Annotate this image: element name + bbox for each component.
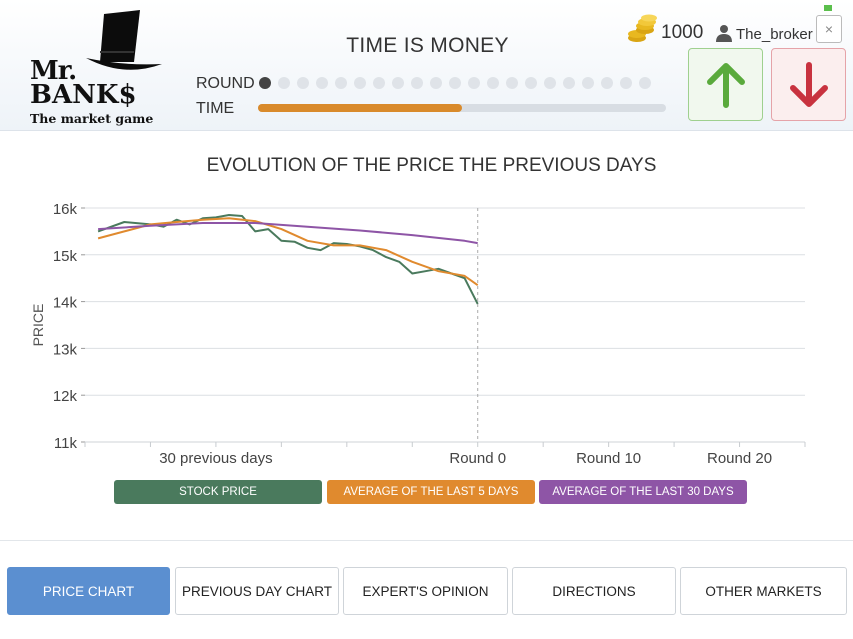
legend-average-30-days[interactable]: AVERAGE OF THE LAST 30 DAYS (539, 480, 747, 504)
y-tick-label: 11k (54, 435, 78, 452)
y-tick-label: 16k (53, 201, 78, 218)
round-dot (582, 77, 594, 89)
y-tick-label: 12k (53, 388, 78, 405)
chart-title: EVOLUTION OF THE PRICE THE PREVIOUS DAYS (206, 155, 657, 176)
tab-experts-opinion[interactable]: EXPERT'S OPINION (343, 567, 508, 615)
round-dot (639, 77, 651, 89)
round-dot (620, 77, 632, 89)
y-tick-label: 14k (53, 295, 78, 312)
y-tick-label: 15k (53, 248, 78, 265)
series-line-1 (97, 214, 479, 305)
top-hat-icon (86, 10, 162, 70)
round-dot (563, 77, 575, 89)
round-dot (297, 77, 309, 89)
tab-previous-day-chart[interactable]: PREVIOUS DAY CHART (175, 567, 339, 615)
round-dot (525, 77, 537, 89)
coin-balance: 1000 (661, 22, 704, 43)
round-progress-dots (259, 77, 658, 89)
x-tick-label: 30 previous days (159, 450, 272, 467)
round-dot (601, 77, 613, 89)
round-dot (316, 77, 328, 89)
buy-up-button[interactable] (688, 48, 763, 121)
price-chart: 16k 15k 14k 13k 12k 11k 30 previous days Round … (30, 201, 806, 467)
round-dot (259, 77, 271, 89)
round-dot (373, 77, 385, 89)
user-icon (716, 25, 732, 42)
tab-directions[interactable]: DIRECTIONS (512, 567, 676, 615)
username: The_broker (736, 26, 813, 43)
logo-line-1: Mr. (30, 56, 77, 86)
legend-stock-price[interactable]: STOCK PRICE (114, 480, 322, 504)
round-dot (506, 77, 518, 89)
tab-price-chart[interactable]: PRICE CHART (7, 567, 170, 615)
arrow-down-icon (789, 61, 828, 107)
round-dot (411, 77, 423, 89)
legend-average-5-days[interactable]: AVERAGE OF THE LAST 5 DAYS (327, 480, 535, 504)
round-dot (354, 77, 366, 89)
y-tick-label: 13k (53, 341, 78, 358)
close-button[interactable]: × (816, 15, 842, 43)
divider (0, 540, 853, 541)
arrow-up-icon (706, 62, 745, 108)
round-dot (544, 77, 556, 89)
game-title: TIME IS MONEY (346, 34, 509, 57)
x-tick-label: Round 0 (449, 450, 506, 467)
round-dot (278, 77, 290, 89)
x-tick-label: Round 10 (576, 450, 641, 467)
round-label: ROUND (196, 75, 255, 92)
series-line-3 (98, 222, 478, 245)
x-tick-label: Round 20 (707, 450, 772, 467)
y-axis-label: PRICE (30, 304, 46, 347)
sell-down-button[interactable] (771, 48, 846, 121)
series-line-2 (97, 217, 479, 287)
round-dot (392, 77, 404, 89)
status-indicator (824, 5, 832, 11)
mr-banks-logo: Mr. BANK$ The market game (22, 6, 182, 128)
round-dot (487, 77, 499, 89)
header-bar: Mr. BANK$ The market game TIME IS MONEY … (0, 0, 853, 131)
round-dot (430, 77, 442, 89)
round-dot (449, 77, 461, 89)
logo-tagline: The market game (30, 111, 154, 126)
logo-line-2: BANK$ (30, 80, 137, 110)
round-dot (335, 77, 347, 89)
coins-icon (628, 14, 657, 42)
round-dot (468, 77, 480, 89)
time-label: TIME (196, 100, 235, 117)
time-progress-fill (258, 104, 462, 112)
tab-other-markets[interactable]: OTHER MARKETS (680, 567, 847, 615)
time-progress-bar (258, 104, 666, 112)
